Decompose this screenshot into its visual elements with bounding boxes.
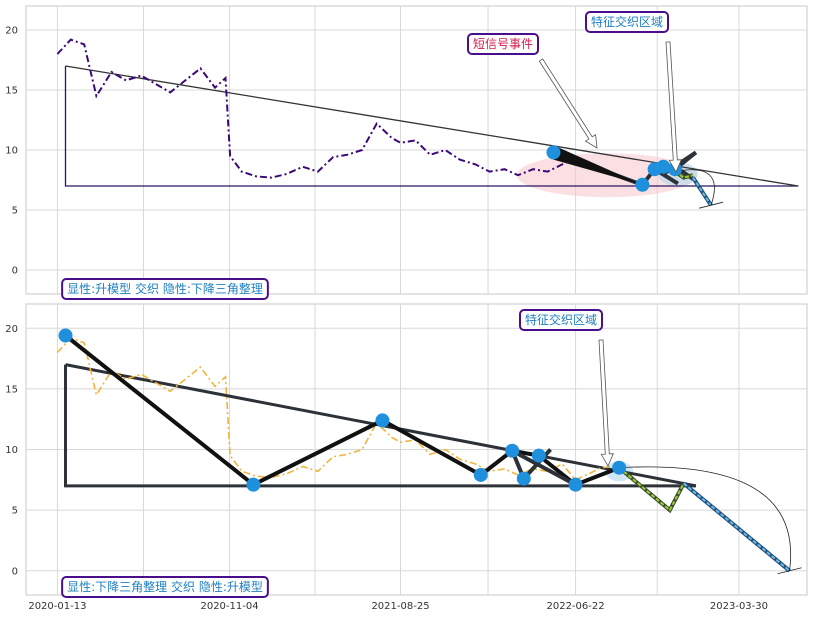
top-y-tick-label: 0: [12, 266, 18, 277]
x-tick-label: 2023-03-30: [710, 601, 768, 612]
bottom-primary-label: 显性:下降三角整理 交织 隐性:升模型: [61, 576, 269, 598]
top-pivot-node: [635, 177, 650, 192]
bottom-feature-zone-label-box: [518, 309, 604, 331]
bottom-y-tick-label: 20: [5, 324, 18, 335]
top-thick-leg: [553, 145, 643, 185]
bottom-price-series: [56, 336, 623, 481]
bottom-pivot-node: [58, 328, 73, 343]
x-tick-label: 2020-11-04: [200, 601, 258, 612]
top-pivot-node: [546, 145, 561, 160]
top-short-signal-label-text: 短信号事件: [473, 37, 533, 51]
top-panel: 0 5 10 15 20 显性:升模型 交织 隐性:下降三角整理 短信号事件 特征交织区域: [5, 5, 808, 300]
bottom-pivot-node: [568, 477, 583, 492]
top-short-signal-label-box: [466, 33, 540, 55]
bottom-pivot-node: [473, 467, 488, 482]
bottom-feature-zone-label-text: 特征交织区域: [525, 312, 597, 327]
top-feature-zone-label-box: [584, 11, 670, 33]
top-primary-label-box: [61, 278, 269, 300]
bottom-primary-label-text: 显性:下降三角整理 交织 隐性:升模型: [67, 579, 263, 594]
bottom-projection-green: [618, 466, 685, 512]
x-tick-label: 2021-08-25: [371, 601, 429, 612]
bottom-panel: 0 5 10 15 20 显性:下降三角整理 交织 隐性:升模型 特征交织区域: [5, 303, 808, 598]
bottom-pivot-node: [505, 443, 520, 458]
bottom-projection-arc: [619, 466, 792, 571]
bottom-feature-zone-label: 特征交织区域: [518, 309, 604, 331]
top-short-signal-label: 短信号事件: [466, 33, 540, 55]
bottom-pivot-node: [531, 448, 546, 463]
bottom-y-tick-label: 5: [12, 506, 18, 517]
bottom-pivot-node: [516, 471, 531, 486]
x-tick-label: 2020-01-13: [28, 601, 86, 612]
top-projection-blue: [692, 177, 712, 206]
top-projection-arc: [674, 169, 715, 206]
top-primary-label-text: 显性:升模型 交织 隐性:下降三角整理: [67, 281, 263, 296]
x-axis-labels: 2020-01-13 2020-11-04 2021-08-25 2022-06-22…: [28, 601, 768, 612]
bottom-primary-label-box: [61, 576, 269, 598]
bottom-extra-leg-2: [511, 448, 577, 487]
top-projection-bracket: [698, 201, 724, 209]
bottom-projection-bracket: [777, 567, 802, 575]
top-feature-zone-label-text: 特征交织区域: [591, 14, 663, 29]
bottom-pivot-node: [246, 477, 261, 492]
bottom-y-tick-label: 0: [12, 566, 18, 577]
bottom-y-tick-label: 15: [5, 384, 18, 395]
bottom-y-tick-label: 10: [5, 445, 18, 456]
top-primary-label: 显性:升模型 交织 隐性:下降三角整理: [61, 278, 269, 300]
top-feature-zone-arrow: [665, 41, 682, 173]
bottom-pivot-node: [375, 413, 390, 428]
top-pivot-node: [656, 159, 671, 174]
bottom-feature-zone-arrow: [598, 339, 614, 467]
top-feature-zone-label: 特征交织区域: [584, 11, 670, 33]
top-y-tick-label: 15: [5, 86, 18, 97]
top-y-tick-label: 10: [5, 146, 18, 157]
top-y-tick-label: 20: [5, 26, 18, 37]
x-tick-label: 2022-06-22: [546, 601, 604, 612]
top-y-tick-label: 5: [12, 206, 18, 217]
bottom-triangle-frame: [64, 364, 696, 488]
top-short-signal-arrow: [538, 58, 598, 149]
bottom-pivot-node: [612, 460, 627, 475]
top-triangle-frame: [64, 66, 799, 187]
top-price-series: [56, 38, 572, 179]
bottom-projection-blue: [683, 482, 791, 572]
